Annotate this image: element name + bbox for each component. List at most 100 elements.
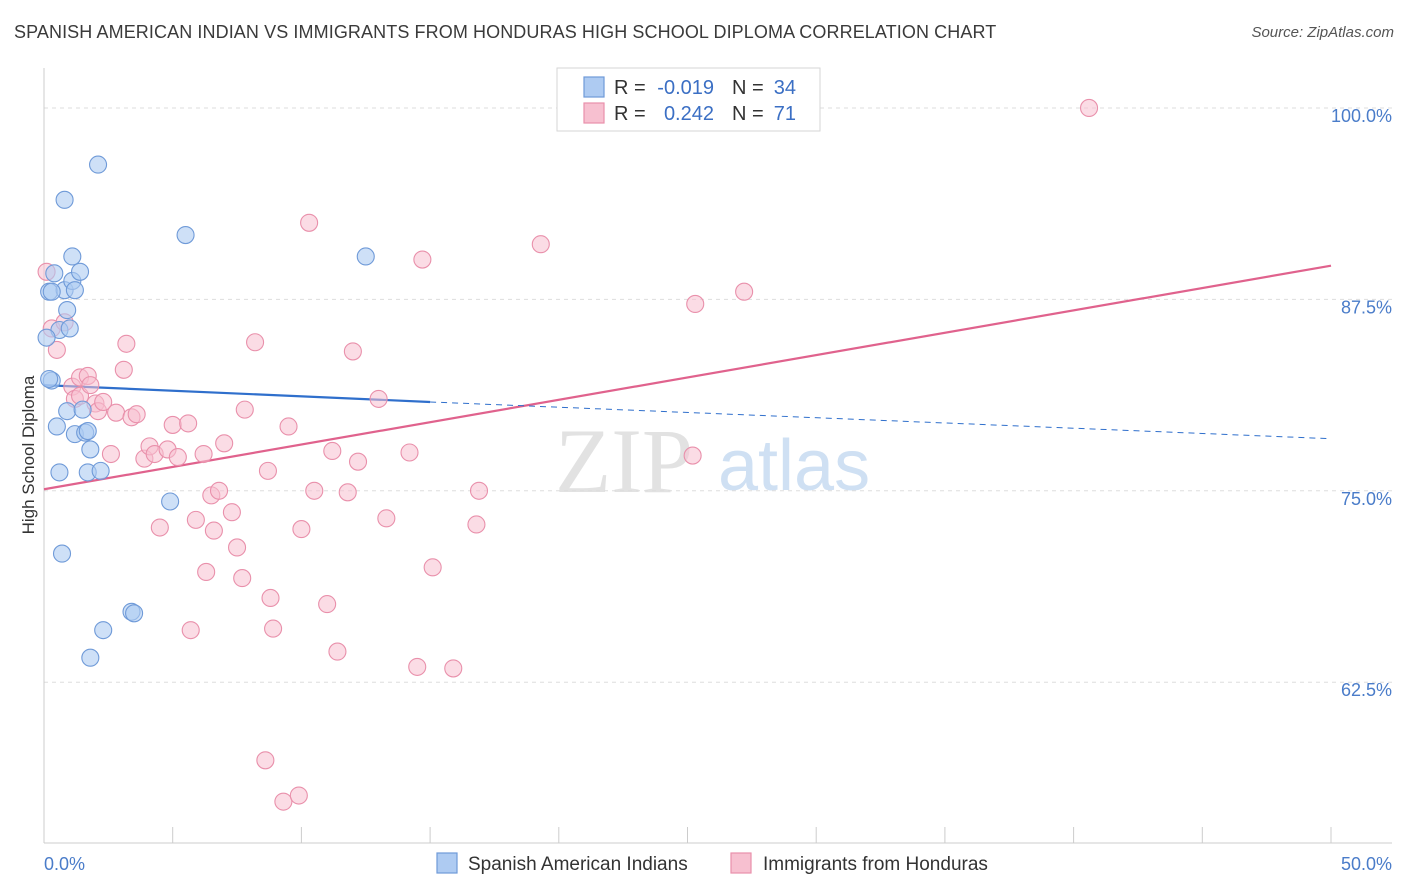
stats-n-label-1: N = bbox=[732, 77, 764, 99]
point-immigrants-from-honduras bbox=[222, 503, 241, 522]
point-immigrants-from-honduras bbox=[256, 751, 275, 770]
point-immigrants-from-honduras bbox=[209, 481, 229, 500]
point-immigrants-from-honduras bbox=[101, 444, 120, 464]
point-spanish-american-indians bbox=[70, 262, 90, 281]
point-immigrants-from-honduras bbox=[107, 403, 126, 422]
point-immigrants-from-honduras bbox=[228, 538, 247, 557]
point-immigrants-from-honduras bbox=[292, 520, 311, 539]
y-tick-label: 62.5% bbox=[1341, 680, 1392, 700]
point-immigrants-from-honduras bbox=[467, 515, 486, 534]
point-immigrants-from-honduras bbox=[469, 481, 489, 500]
y-axis-label: High School Diploma bbox=[19, 375, 38, 534]
point-immigrants-from-honduras bbox=[163, 415, 182, 434]
point-immigrants-from-honduras bbox=[168, 448, 187, 467]
point-immigrants-from-honduras bbox=[343, 342, 362, 361]
point-immigrants-from-honduras bbox=[117, 334, 136, 353]
point-immigrants-from-honduras bbox=[377, 509, 396, 528]
point-immigrants-from-honduras bbox=[1079, 98, 1099, 117]
point-immigrants-from-honduras bbox=[150, 518, 169, 537]
trend-line-spanish-american-indians-extension bbox=[430, 401, 1332, 440]
stats-n-value-1: 34 bbox=[774, 77, 796, 99]
point-immigrants-from-honduras bbox=[274, 792, 293, 811]
watermark-zip: ZIP bbox=[555, 410, 693, 512]
point-immigrants-from-honduras bbox=[181, 621, 200, 640]
point-immigrants-from-honduras bbox=[683, 446, 702, 465]
x-tick-label-start: 0.0% bbox=[44, 854, 85, 874]
y-tick-label: 87.5% bbox=[1341, 297, 1392, 317]
point-immigrants-from-honduras bbox=[235, 400, 254, 419]
point-spanish-american-indians bbox=[356, 247, 375, 266]
point-spanish-american-indians bbox=[45, 264, 64, 283]
point-immigrants-from-honduras bbox=[444, 659, 463, 678]
stats-n-label-2: N = bbox=[732, 103, 764, 125]
point-immigrants-from-honduras bbox=[215, 434, 234, 453]
point-spanish-american-indians bbox=[63, 247, 82, 266]
y-tick-label: 100.0% bbox=[1331, 106, 1392, 126]
legend-swatch-pink bbox=[730, 852, 752, 874]
y-tick-labels: 62.5% 75.0% 87.5% 100.0% bbox=[1331, 106, 1392, 700]
point-immigrants-from-honduras bbox=[264, 619, 283, 638]
axes bbox=[43, 68, 1392, 844]
point-spanish-american-indians bbox=[91, 461, 110, 480]
point-spanish-american-indians bbox=[50, 463, 69, 482]
point-immigrants-from-honduras bbox=[279, 417, 298, 436]
point-immigrants-from-honduras bbox=[261, 588, 280, 608]
point-spanish-american-indians bbox=[125, 604, 144, 623]
point-immigrants-from-honduras bbox=[323, 441, 342, 461]
point-immigrants-from-honduras bbox=[300, 213, 319, 232]
point-immigrants-from-honduras bbox=[233, 569, 252, 588]
chart-title: SPANISH AMERICAN INDIAN VS IMMIGRANTS FR… bbox=[14, 22, 997, 42]
point-immigrants-from-honduras bbox=[348, 452, 368, 471]
point-spanish-american-indians bbox=[58, 301, 77, 320]
stats-swatch-pink bbox=[583, 102, 605, 124]
point-immigrants-from-honduras bbox=[413, 250, 432, 269]
gridlines bbox=[44, 107, 1392, 683]
legend-label-immigrants-from-honduras: Immigrants from Honduras bbox=[763, 854, 988, 875]
point-spanish-american-indians bbox=[81, 648, 100, 667]
y-tick-label: 75.0% bbox=[1341, 489, 1392, 509]
point-immigrants-from-honduras bbox=[305, 481, 324, 500]
point-spanish-american-indians bbox=[47, 417, 66, 436]
trend-line-spanish-american-indians bbox=[43, 384, 431, 404]
point-immigrants-from-honduras bbox=[258, 461, 277, 480]
point-spanish-american-indians bbox=[94, 621, 113, 640]
x-tick-label-end: 50.0% bbox=[1341, 854, 1392, 874]
point-immigrants-from-honduras bbox=[179, 414, 198, 433]
stats-r-label-1: R = bbox=[614, 77, 646, 99]
point-spanish-american-indians bbox=[52, 544, 72, 563]
source-note: Source: ZipAtlas.com bbox=[1251, 24, 1394, 41]
point-spanish-american-indians bbox=[161, 492, 180, 511]
point-immigrants-from-honduras bbox=[338, 483, 357, 502]
legend-label-spanish-american-indians: Spanish American Indians bbox=[468, 854, 688, 875]
point-immigrants-from-honduras bbox=[204, 521, 223, 540]
point-spanish-american-indians bbox=[65, 281, 84, 300]
point-immigrants-from-honduras bbox=[328, 642, 347, 661]
point-spanish-american-indians bbox=[37, 328, 56, 347]
point-immigrants-from-honduras bbox=[194, 444, 213, 464]
trend-lines bbox=[43, 264, 1332, 491]
point-spanish-american-indians bbox=[73, 400, 92, 419]
point-immigrants-from-honduras bbox=[686, 294, 705, 314]
point-immigrants-from-honduras bbox=[369, 389, 388, 408]
point-immigrants-from-honduras bbox=[408, 657, 427, 676]
point-spanish-american-indians bbox=[55, 190, 74, 209]
point-immigrants-from-honduras bbox=[735, 282, 754, 301]
point-immigrants-from-honduras bbox=[186, 510, 205, 529]
stats-n-value-2: 71 bbox=[774, 103, 796, 125]
legend-swatch-blue bbox=[436, 852, 458, 874]
stats-swatch-blue bbox=[583, 76, 605, 98]
point-spanish-american-indians bbox=[58, 402, 77, 421]
watermark-atlas: atlas bbox=[718, 426, 870, 506]
point-spanish-american-indians bbox=[42, 282, 61, 301]
point-immigrants-from-honduras bbox=[400, 443, 419, 462]
point-immigrants-from-honduras bbox=[423, 558, 442, 577]
point-immigrants-from-honduras bbox=[94, 392, 113, 412]
point-spanish-american-indians bbox=[40, 369, 59, 389]
point-immigrants-from-honduras bbox=[289, 786, 308, 805]
stats-box: R = -0.019 N = 34 R = 0.242 N = 71 bbox=[556, 67, 821, 132]
point-spanish-american-indians bbox=[176, 225, 195, 245]
trend-line-immigrants-from-honduras bbox=[43, 264, 1332, 491]
stats-r-value-1: -0.019 bbox=[657, 77, 714, 99]
point-immigrants-from-honduras bbox=[246, 333, 265, 352]
